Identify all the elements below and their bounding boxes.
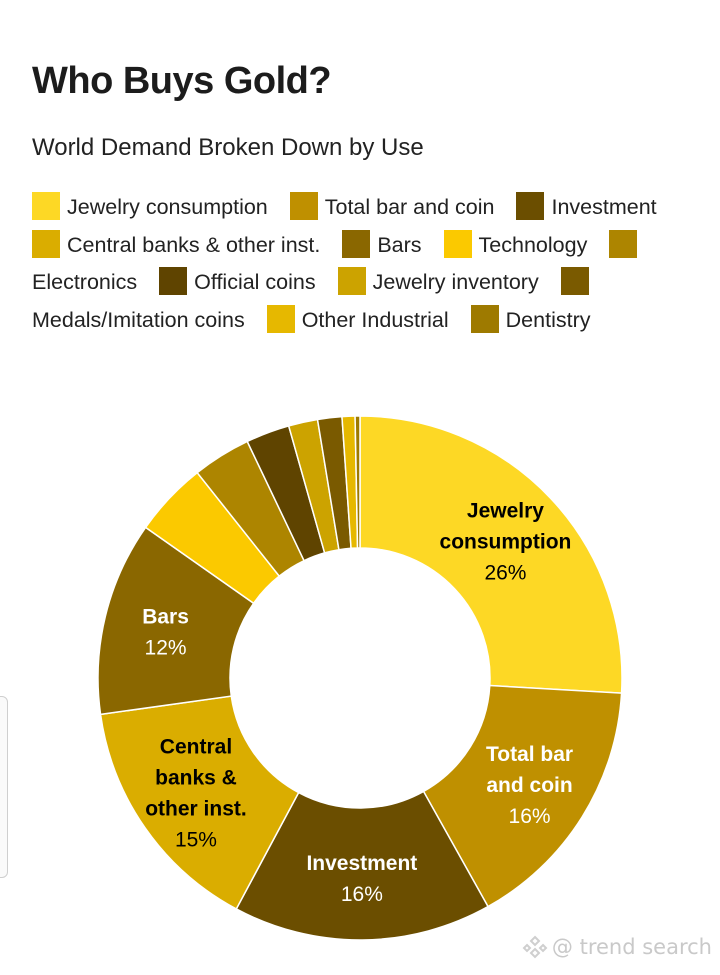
chart-subtitle: World Demand Broken Down by Use xyxy=(32,134,424,161)
watermark: @ trend search xyxy=(522,934,712,960)
legend-label: Medals/Imitation coins xyxy=(32,307,245,332)
legend-swatch xyxy=(32,192,60,220)
legend-item[interactable]: Investment xyxy=(516,192,657,220)
legend-item[interactable]: Dentistry xyxy=(470,304,591,333)
legend-item[interactable]: Medals/Imitation coins xyxy=(32,267,596,332)
watermark-text: @ trend search xyxy=(551,935,712,959)
slice-percent-label: 16% xyxy=(509,805,551,828)
legend-swatch xyxy=(32,229,60,258)
pie-slice[interactable] xyxy=(99,695,300,910)
legend-item[interactable]: Jewelry consumption xyxy=(32,192,268,220)
chart-title: Who Buys Gold? xyxy=(32,60,332,102)
legend-item[interactable]: Jewelry inventory xyxy=(337,267,539,295)
slice-label: other inst. xyxy=(145,798,247,821)
pie-slice[interactable] xyxy=(359,415,623,694)
slice-percent-label: 26% xyxy=(484,561,526,584)
legend-swatch xyxy=(266,304,295,333)
slice-label: and coin xyxy=(486,774,572,797)
legend-item[interactable]: Central banks & other inst. xyxy=(32,229,321,258)
slice-label: consumption xyxy=(440,530,572,553)
legend-swatch xyxy=(289,192,318,220)
legend-label: Official coins xyxy=(194,270,316,294)
pie-slice[interactable] xyxy=(354,415,361,549)
legend-label: Jewelry inventory xyxy=(372,270,539,294)
legend-label: Other Industrial xyxy=(301,307,449,332)
legend-label: Total bar and coin xyxy=(324,195,495,219)
legend-label: Investment xyxy=(551,195,657,219)
legend-item[interactable]: Other Industrial xyxy=(266,304,449,333)
slice-label: Investment xyxy=(306,852,417,875)
slice-percent-label: 12% xyxy=(145,636,187,659)
slice-percent-label: 16% xyxy=(341,883,383,906)
legend-label: Electronics xyxy=(32,270,138,294)
slice-percent-label: 15% xyxy=(175,829,217,852)
legend-swatch xyxy=(560,267,589,295)
slice-label: Central xyxy=(160,736,232,759)
legend-swatch xyxy=(516,192,545,220)
legend-label: Jewelry consumption xyxy=(67,195,268,219)
legend-swatch xyxy=(342,229,371,258)
slice-label: Bars xyxy=(142,605,189,628)
legend-item[interactable]: Bars xyxy=(342,229,422,258)
binance-logo-icon xyxy=(522,935,548,959)
legend-swatch xyxy=(443,229,472,258)
legend-swatch xyxy=(159,267,188,295)
legend-item[interactable]: Electronics xyxy=(32,229,644,294)
legend-item[interactable]: Official coins xyxy=(159,267,316,295)
legend-label: Central banks & other inst. xyxy=(67,232,321,257)
legend-item[interactable]: Technology xyxy=(443,229,588,258)
legend-item[interactable]: Total bar and coin xyxy=(289,192,495,220)
slice-label: banks & xyxy=(155,767,237,790)
legend-swatch xyxy=(609,229,638,258)
legend-swatch xyxy=(337,267,366,295)
donut-chart: Jewelry consumption 26% Total bar and coin 16… xyxy=(97,415,623,941)
pie-slice[interactable] xyxy=(422,684,623,908)
slice-label: Total bar xyxy=(486,743,573,766)
legend-swatch xyxy=(470,304,499,333)
legend: Jewelry consumption Total bar and coin I… xyxy=(32,189,692,339)
slice-label: Jewelry xyxy=(467,499,544,522)
legend-label: Technology xyxy=(478,232,588,257)
side-scroll-handle[interactable] xyxy=(0,696,8,878)
legend-label: Bars xyxy=(377,232,422,257)
pie-slice[interactable] xyxy=(235,790,490,941)
legend-label: Dentistry xyxy=(505,307,591,332)
